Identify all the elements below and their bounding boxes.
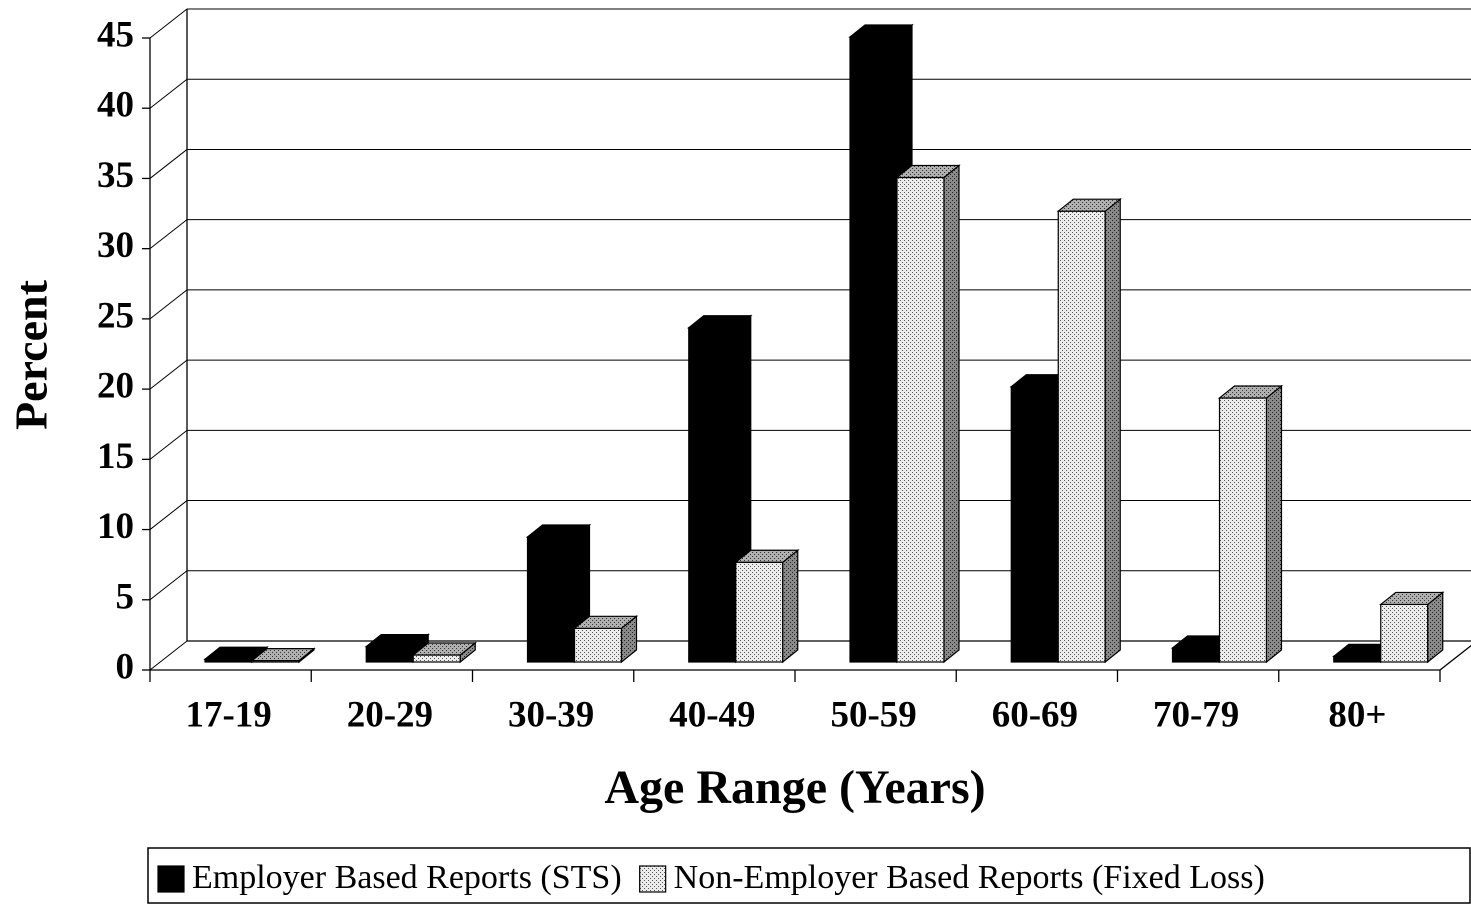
y-tick-label: 10 [97, 506, 134, 547]
bar [1379, 591, 1445, 664]
x-tick-label: 60-69 [992, 694, 1078, 735]
legend-swatch [639, 865, 667, 893]
bar-face [1056, 198, 1122, 212]
bar [525, 523, 592, 664]
grid-line [149, 359, 188, 390]
legend-label: Non-Employer Based Reports (Fixed Loss) [674, 859, 1265, 896]
grid-line [149, 8, 188, 39]
floor-right [1439, 644, 1471, 671]
grid-line [149, 429, 188, 460]
y-tick-label: 40 [97, 85, 134, 126]
bar-face [782, 549, 799, 664]
y-tick-label: 15 [97, 436, 134, 477]
bar-face [203, 646, 269, 660]
grid-line [149, 149, 188, 179]
grid-line [149, 570, 188, 601]
bar [572, 615, 639, 664]
bar-face [411, 642, 477, 656]
legend-swatch [157, 865, 185, 893]
bar-face [1171, 647, 1221, 663]
grid-line [149, 219, 188, 250]
bar-face [896, 176, 945, 663]
bar [411, 641, 477, 664]
bar-face [572, 615, 639, 629]
y-tick-label: 25 [97, 295, 134, 336]
bar [734, 549, 800, 664]
bar-face [365, 645, 414, 663]
bar-face [1265, 384, 1283, 664]
bar-face [525, 524, 592, 538]
back-wall [187, 9, 1471, 641]
x-tick-label: 50-59 [830, 694, 916, 735]
bar [1056, 197, 1122, 664]
y-tick-label: 0 [116, 646, 135, 687]
x-tick-label: 70-79 [1153, 694, 1239, 735]
legend-label: Employer Based Reports (STS) [192, 859, 622, 896]
bar-face [1104, 197, 1121, 664]
bar [895, 164, 961, 664]
grid-line [149, 78, 188, 109]
y-tick-label: 45 [97, 14, 134, 55]
bar-face [412, 654, 461, 663]
grid-line [149, 640, 188, 671]
bar [1217, 384, 1284, 664]
x-tick-label: 40-49 [669, 694, 755, 735]
x-tick-label: 17-19 [185, 694, 271, 735]
bar-face [1379, 591, 1445, 606]
bar-face [573, 627, 623, 663]
bar-face [526, 536, 576, 663]
bar-face [1380, 603, 1429, 663]
x-tick-label: 20-29 [347, 694, 433, 735]
y-tick-label: 20 [97, 366, 134, 407]
bar-face [250, 647, 316, 662]
grid-line [149, 289, 188, 320]
bar-face [848, 24, 914, 38]
y-tick-label: 30 [97, 225, 134, 266]
bar-face [1333, 655, 1382, 663]
bar-face [1057, 210, 1106, 663]
y-axis-title: Percent [6, 279, 57, 430]
x-axis-title: Age Range (Years) [604, 761, 985, 814]
grid-line [149, 500, 188, 530]
bar-face [1218, 397, 1268, 663]
x-tick-label: 30-39 [508, 694, 594, 735]
bar-face [895, 164, 961, 179]
bar-face [687, 315, 753, 329]
bar-face [734, 549, 800, 563]
bar-face [1217, 385, 1284, 399]
bar-face [943, 164, 960, 664]
bar [250, 647, 316, 664]
legend-box [147, 847, 1471, 904]
bar-face [364, 633, 430, 648]
y-tick-label: 5 [116, 576, 135, 617]
y-tick-label: 35 [97, 155, 134, 196]
bar-face [1010, 386, 1059, 663]
x-tick-label: 80+ [1328, 694, 1386, 735]
bar-face [735, 561, 784, 663]
bar-face [849, 36, 898, 663]
bar-face [688, 327, 737, 663]
